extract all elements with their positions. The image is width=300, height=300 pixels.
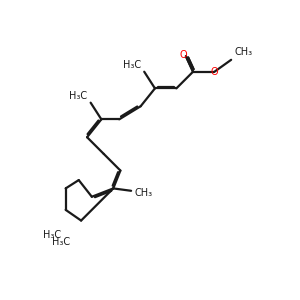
- Text: O: O: [180, 50, 187, 60]
- Text: CH₃: CH₃: [235, 47, 253, 57]
- Text: O: O: [210, 67, 218, 77]
- Text: H₃C: H₃C: [123, 60, 141, 70]
- Text: H₃C: H₃C: [69, 91, 87, 101]
- Text: H₃C: H₃C: [52, 236, 70, 247]
- Text: CH₃: CH₃: [135, 188, 153, 198]
- Text: H₃C: H₃C: [43, 230, 61, 240]
